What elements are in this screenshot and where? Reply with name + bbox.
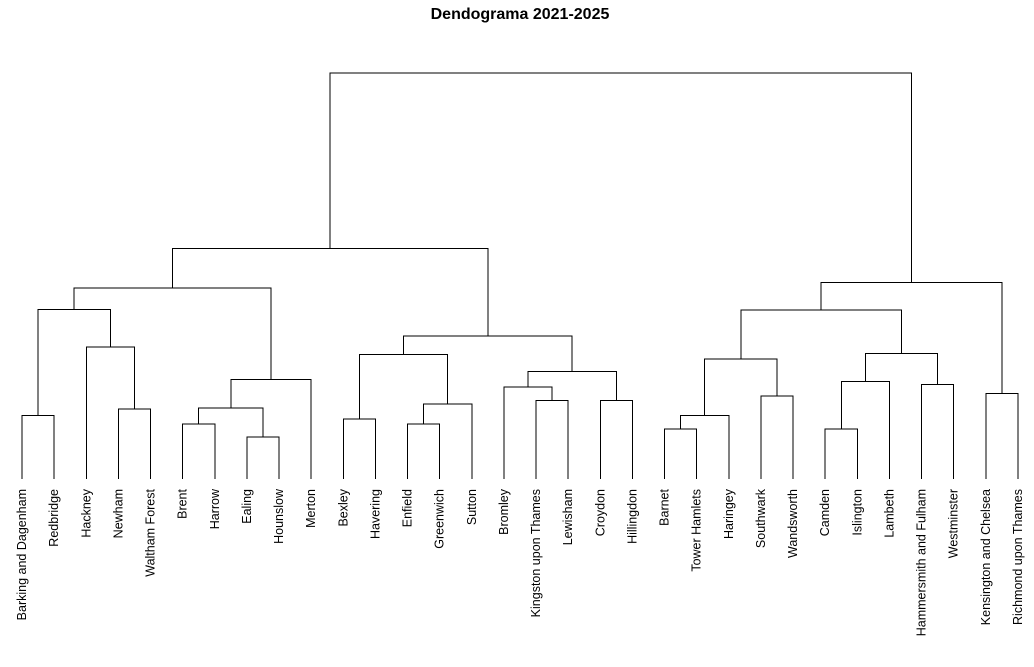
leaf-label: Kingston upon Thames [529, 489, 543, 617]
merge-link-b [117, 408, 151, 479]
merge-link-j [342, 418, 376, 479]
leaf-label: Bexley [336, 488, 350, 526]
leaf-label: Sutton [465, 489, 479, 525]
leaf-label: Richmond upon Thames [1011, 489, 1025, 625]
leaf-label: Southwark [754, 488, 768, 548]
leaf-label: Wandsworth [786, 489, 800, 558]
leaf-label: Hammersmith and Fulham [915, 489, 929, 636]
leaf-label: Bromley [497, 488, 511, 535]
merge-link-s [172, 247, 489, 337]
leaf-label: Lewisham [561, 489, 575, 545]
leaf-label: Tower Hamlets [690, 489, 704, 572]
dendrogram-links [21, 72, 1019, 479]
merge-link-aa [864, 353, 939, 385]
leaf-label: Barnet [658, 488, 672, 525]
chart-title: Dendograma 2021-2025 [430, 6, 610, 23]
leaf-label: Merton [304, 489, 318, 528]
merge-link-ab [740, 309, 902, 359]
merge-link-t [664, 428, 698, 479]
merge-link-w [704, 358, 778, 416]
merge-link-d [37, 309, 111, 416]
merge-link-u [680, 415, 730, 479]
leaf-labels: Barking and Dagenham Redbridge Hackney Newh… [15, 488, 1025, 636]
leaf-label: Redbridge [47, 489, 61, 547]
merge-link-p [599, 400, 633, 479]
merge-link-a [21, 415, 55, 479]
merge-link-l [423, 403, 473, 479]
merge-link-x [824, 428, 858, 479]
merge-link-ac [985, 393, 1019, 479]
leaf-label: Harrow [208, 488, 222, 529]
leaf-label: Islington [850, 489, 864, 536]
merge-link-h [230, 379, 312, 479]
merge-link-f [246, 436, 280, 479]
leaf-label: Brent [176, 488, 190, 518]
merge-link-v [760, 395, 794, 479]
merge-link-m [358, 353, 449, 419]
leaf-label: Barking and Dagenham [15, 489, 29, 620]
leaf-label: Camden [818, 489, 832, 536]
leaf-label: Havering [368, 489, 382, 539]
leaf-label: Newham [111, 489, 125, 538]
leaf-label: Enfield [401, 489, 415, 527]
merge-link-c [85, 346, 135, 479]
merge-link-n [535, 400, 569, 479]
merge-link-y [840, 381, 890, 479]
leaf-label: Greenwich [433, 489, 447, 549]
merge-link-g [198, 407, 264, 438]
merge-link-ad [820, 282, 1003, 394]
leaf-label: Westminster [947, 489, 961, 558]
leaf-label: Ealing [240, 489, 254, 524]
leaf-label: Waltham Forest [144, 488, 158, 576]
merge-link-k [407, 423, 441, 479]
leaf-label: Croydon [593, 489, 607, 536]
merge-link-q [527, 370, 617, 401]
leaf-label: Hounslow [272, 488, 286, 544]
merge-link-r [403, 335, 573, 372]
merge-link-e [182, 423, 216, 479]
leaf-label: Lambeth [883, 489, 897, 538]
merge-link-i [73, 287, 272, 380]
leaf-label: Kensington and Chelsea [979, 489, 993, 625]
leaf-label: Haringey [722, 488, 736, 539]
merge-link-root [329, 72, 913, 283]
leaf-label: Hackney [79, 488, 93, 537]
leaf-label: Hillingdon [626, 489, 640, 544]
merge-link-z [921, 383, 955, 479]
